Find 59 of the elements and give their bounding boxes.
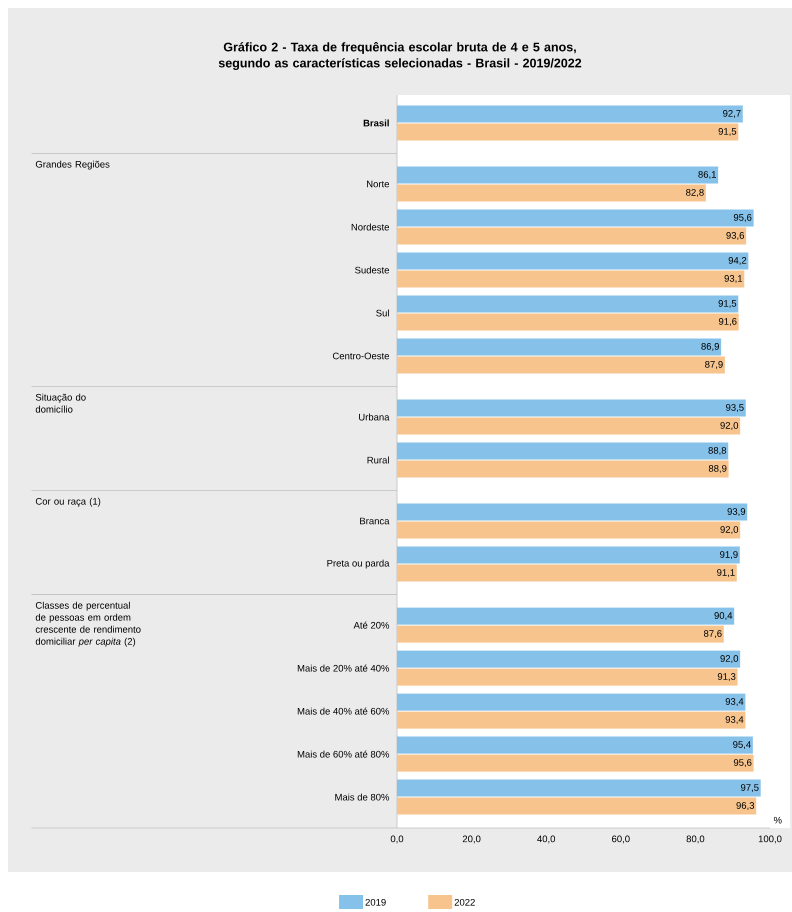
y-tick-label: Até 20% (354, 622, 390, 629)
y-tick-label: Mais de 40% até 60% (298, 708, 390, 715)
y-tick-label: Centro-Oeste (332, 352, 390, 360)
data-label: 93,4 (726, 716, 744, 724)
y-tick-label: Mais de 60% até 80% (298, 750, 390, 758)
x-tick-label: 40,0 (537, 836, 556, 844)
data-label: 97,5 (740, 784, 759, 792)
data-label: 91,9 (720, 551, 738, 559)
data-label: 87,6 (704, 630, 722, 638)
chart-title: Gráfico 2 - Taxa de frequência escolar bruta de 4 e 5 anos, segundo as características selecionadas - Brasil - 2019/2022 (218, 42, 582, 70)
y-tick-label: Norte (367, 180, 390, 188)
y-tick-label: Branca (360, 518, 390, 524)
y-tick-label: Preta ou parda (327, 560, 390, 568)
data-label: 87,9 (705, 361, 723, 369)
x-tick-label: 80,0 (686, 836, 704, 844)
y-tick-label: Nordeste (352, 223, 390, 230)
data-label: 96,3 (736, 802, 754, 810)
data-label: 93,1 (724, 275, 742, 283)
x-tick-label: 20,0 (462, 836, 480, 844)
text: Grandes Regiões (36, 160, 110, 170)
data-label: 94,2 (728, 257, 746, 265)
y-tick-label: Mais de 80% (335, 794, 390, 801)
data-label: 92,7 (723, 110, 741, 118)
data-label: 92,0 (720, 422, 738, 430)
data-label: 88,8 (708, 447, 726, 455)
legend-label: 2022 (454, 898, 475, 906)
y-tick-label: Urbana (359, 414, 390, 420)
text: Situação do domicílio (36, 394, 86, 413)
text: Classes de percentual de pessoas em ordem crescente de rendimento domiciliar per capita (2) (36, 602, 141, 647)
data-label: 93,9 (728, 508, 746, 516)
data-label: 86,1 (698, 171, 716, 179)
data-label: 95,6 (734, 214, 752, 222)
data-label: 86,9 (701, 343, 719, 351)
y-tick-label: Rural (368, 456, 389, 464)
x-tick-label: 0,0 (390, 836, 404, 844)
data-label: 95,4 (733, 741, 751, 749)
data-label: 91,5 (718, 300, 736, 308)
data-label: 92,0 (720, 655, 738, 664)
legend-label: 2019 (366, 898, 386, 906)
y-tick-label: Sudeste (355, 266, 390, 274)
data-label: 90,4 (714, 612, 732, 620)
data-label: 91,6 (718, 318, 737, 326)
text: Cor ou raça (1) (36, 498, 100, 507)
y-tick-label: Sul (376, 309, 389, 316)
data-label: 93,5 (726, 404, 744, 412)
data-label: 82,8 (686, 189, 704, 197)
x-tick-label: 60,0 (612, 836, 630, 844)
x-tick-label: 100,0 (758, 836, 782, 844)
data-label: 91,5 (718, 128, 736, 136)
data-label: 95,6 (734, 759, 752, 767)
data-label: 91,1 (717, 569, 735, 577)
data-label: 93,4 (726, 698, 744, 706)
data-label: 88,9 (708, 465, 726, 473)
data-label: 93,6 (726, 232, 744, 240)
x-axis-title: % (774, 816, 782, 824)
data-label: 91,3 (718, 673, 736, 682)
y-tick-label: Mais de 20% até 40% (298, 664, 390, 672)
y-tick-label: Brasil (364, 119, 389, 126)
data-label: 92,0 (720, 526, 738, 534)
